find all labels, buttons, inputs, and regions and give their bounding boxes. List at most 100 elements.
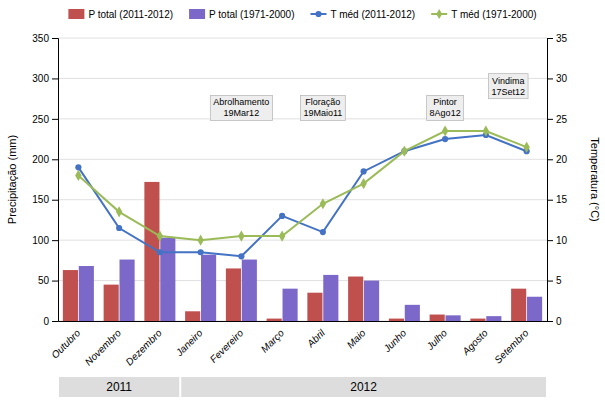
point [279,213,285,219]
bar [511,289,526,321]
tick: Março [259,321,287,355]
tick: 200 [32,154,58,165]
point [238,231,244,242]
x-group-label: 2012 [350,380,377,394]
bar [527,297,542,321]
tick: 10 [547,235,568,246]
marks [63,125,542,321]
bar [267,319,282,321]
grid-line [58,78,547,79]
annotation-line: Abrolhamento [213,97,269,107]
tick-mark [547,159,553,160]
bar [160,238,175,321]
tick-label: 25 [556,114,568,125]
line-series [75,125,530,245]
bar [185,311,200,321]
tick: Fevereiro [208,321,246,365]
annotation-line: 17Set12 [492,87,526,97]
tick-label: 0 [43,316,49,327]
point [75,170,81,181]
bar [283,289,298,321]
annotation-line: Vindima [492,76,524,86]
tick-mark [547,78,553,79]
tick: Junho [381,321,409,355]
legend-marker [436,9,442,19]
grid-line [58,38,547,39]
tick-label: 350 [32,33,49,44]
tick: Julho [424,321,450,353]
bar [486,316,501,321]
tick: Abril [304,321,327,350]
axis-title: Precipitação (mm) [6,135,18,224]
annotation-line: Floração [305,97,340,107]
tick-label: Janeiro [173,327,205,359]
grid-line [58,159,547,160]
tick: 25 [547,114,568,125]
tick-label: 200 [32,154,49,165]
tick-mark [547,281,553,282]
annotation-line: 19Maio11 [303,108,342,118]
tick-label: 10 [556,235,568,246]
tick-mark [52,240,58,241]
annotation-text: Vindima17Set12 [492,76,526,97]
grid-line [58,199,547,200]
point [361,168,367,174]
tick-mark [547,240,553,241]
tick: 35 [547,33,568,44]
x-groups: 20112012 [59,377,546,397]
annotations: Abrolhamento19Mar12Floração19Maio11Pinto… [210,74,528,121]
line-series [75,132,529,259]
bar [446,315,461,321]
tick-mark [547,119,553,120]
tick: Agosto [459,321,490,358]
tick: 250 [32,114,58,125]
point [157,231,163,242]
bar [226,268,241,321]
tick-label: Março [259,327,287,355]
grid [58,38,547,321]
legend-item: T méd (1971-2000) [431,9,536,20]
tick: 5 [547,275,562,286]
bar [120,260,135,321]
tick: Maio [345,321,368,350]
annotation-box [427,95,464,120]
chart: 05010015020025030035005101520253035Outub… [0,0,605,403]
bar [430,315,445,321]
bar [364,281,379,321]
tick-label: 250 [32,114,49,125]
annotation-text: Abrolhamento19Mar12 [213,97,269,118]
line [78,131,526,240]
tick-label: 35 [556,33,568,44]
tick: Outubro [49,321,83,361]
tick-label: Julho [424,327,450,353]
annotation-box [300,95,345,120]
tick-mark [547,200,553,201]
legend-marker [315,11,321,17]
x-group-box [181,377,546,397]
bar-series [79,238,542,321]
annotation-line: 8Ago12 [430,108,461,118]
bar [104,285,119,321]
bar [389,319,404,321]
annotation: Abrolhamento19Mar12 [210,95,272,120]
legend-item: T méd (2011-2012) [311,9,416,20]
point [157,249,163,255]
tick-mark [52,281,58,282]
tick: 15 [547,194,568,205]
annotation-line: 19Mar12 [224,108,260,118]
tick-label: 30 [556,73,568,84]
annotation-box [210,95,272,120]
tick: Novembro [83,321,124,368]
bar-series [63,182,526,321]
tick-label: Junho [381,327,409,355]
tick-mark [52,38,58,39]
line [78,135,526,256]
legend-label: T méd (1971-2000) [451,9,536,20]
tick: 150 [32,194,58,205]
legend-item: P total (1971-2000) [189,9,294,20]
tick: Janeiro [173,321,205,359]
tick-label: Outubro [49,327,83,361]
tick: 0 [43,316,58,327]
tick-mark [52,78,58,79]
point [320,229,326,235]
